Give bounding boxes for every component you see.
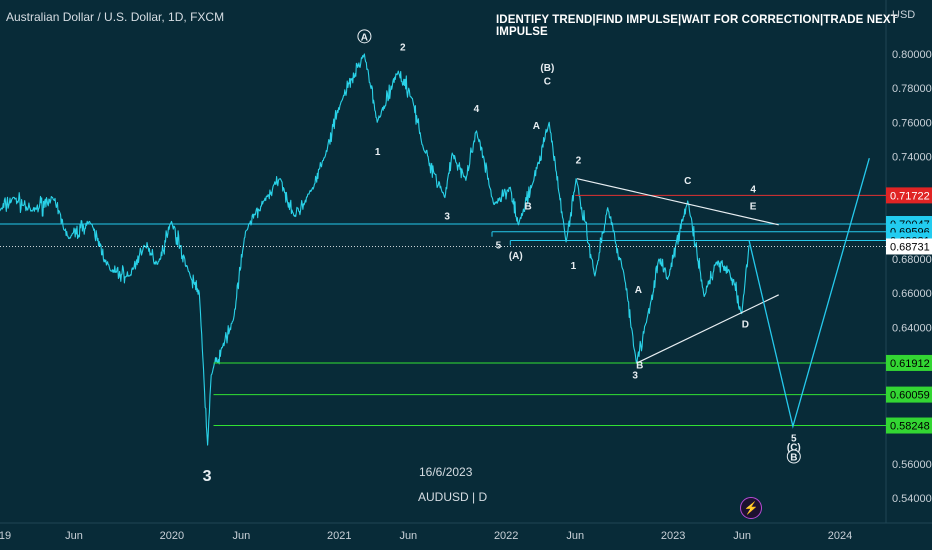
x-tick-label: 2022 — [494, 530, 518, 542]
price-badge — [886, 238, 932, 255]
wave-label-circle — [786, 449, 801, 464]
price-badge — [886, 354, 932, 371]
wave-label: B — [636, 360, 643, 371]
y-tick-label: 0.66000 — [892, 288, 932, 300]
wave-label: 5 — [791, 434, 797, 445]
wave-label: B — [790, 453, 797, 464]
x-tick-label: Jun — [65, 530, 83, 542]
wave-label: 2 — [576, 155, 582, 166]
wave-label: C — [684, 176, 691, 187]
wave-label: D — [742, 319, 749, 330]
wave-label: 3 — [203, 468, 212, 485]
wave-label-circle — [357, 29, 372, 44]
trendline[interactable] — [576, 178, 779, 226]
wave-label: 1 — [571, 261, 577, 272]
y-tick-label: 0.74000 — [892, 151, 932, 163]
y-tick-label: 0.80000 — [892, 49, 932, 61]
x-tick-label: 2023 — [661, 530, 685, 542]
x-tick-label: 2024 — [828, 530, 852, 542]
x-tick-label: 2020 — [160, 530, 184, 542]
wave-label: 3 — [444, 212, 450, 223]
strategy-banner: IDENTIFY TREND|FIND IMPULSE|WAIT FOR COR… — [496, 14, 898, 38]
chart-title: Australian Dollar / U.S. Dollar, 1D, FXC… — [6, 10, 225, 24]
wave-label: (B) — [540, 63, 554, 74]
x-tick-label: Jun — [233, 530, 251, 542]
x-tick-label: Jun — [566, 530, 584, 542]
price-badge-label: 0.61912 — [890, 358, 930, 370]
wave-label: 1 — [375, 147, 381, 158]
price-badge-label: 0.71722 — [890, 190, 930, 202]
y-tick-label: 0.78000 — [892, 83, 932, 95]
price-badge — [886, 386, 932, 403]
watermark-symbol: AUDUSD | D — [418, 490, 488, 504]
y-tick-label: 0.54000 — [892, 493, 932, 505]
y-tick-label: 0.56000 — [892, 459, 932, 471]
trendline[interactable] — [636, 294, 779, 364]
wave-label: (C) — [787, 442, 801, 453]
wave-label: A — [533, 121, 540, 132]
wave-label: A — [635, 285, 642, 296]
y-tick-label: 0.76000 — [892, 117, 932, 129]
y-tick-label: 0.68000 — [892, 254, 932, 266]
wave-label: 3 — [632, 371, 638, 382]
x-tick-label: 2021 — [327, 530, 351, 542]
y-tick-label: 0.64000 — [892, 322, 932, 334]
wave-label: A — [361, 32, 368, 43]
price-badge — [886, 417, 932, 434]
wave-label: 4 — [474, 104, 480, 115]
wave-label: 4 — [750, 184, 756, 195]
wave-label: 5 — [496, 241, 502, 252]
price-badge-label: 0.60059 — [890, 390, 930, 402]
wave-label: (A) — [509, 251, 523, 262]
price-axis-currency: USD — [892, 9, 916, 21]
price-badge-label: 0.58248 — [890, 421, 930, 433]
lightning-icon[interactable]: ⚡ — [740, 497, 762, 519]
wave-label: E — [750, 201, 757, 212]
price-badge-label: 0.68731 — [890, 241, 930, 253]
wave-label: B — [525, 201, 532, 212]
price-line[interactable] — [0, 53, 750, 446]
price-badge — [886, 187, 932, 204]
projection-path[interactable] — [748, 158, 870, 429]
x-tick-label: Jun — [733, 530, 751, 542]
wave-label: C — [544, 77, 551, 88]
x-tick-label: Jun — [399, 530, 417, 542]
wave-label: 2 — [400, 43, 406, 54]
x-tick-label: 19 — [0, 530, 11, 542]
watermark-date: 16/6/2023 — [419, 465, 473, 479]
